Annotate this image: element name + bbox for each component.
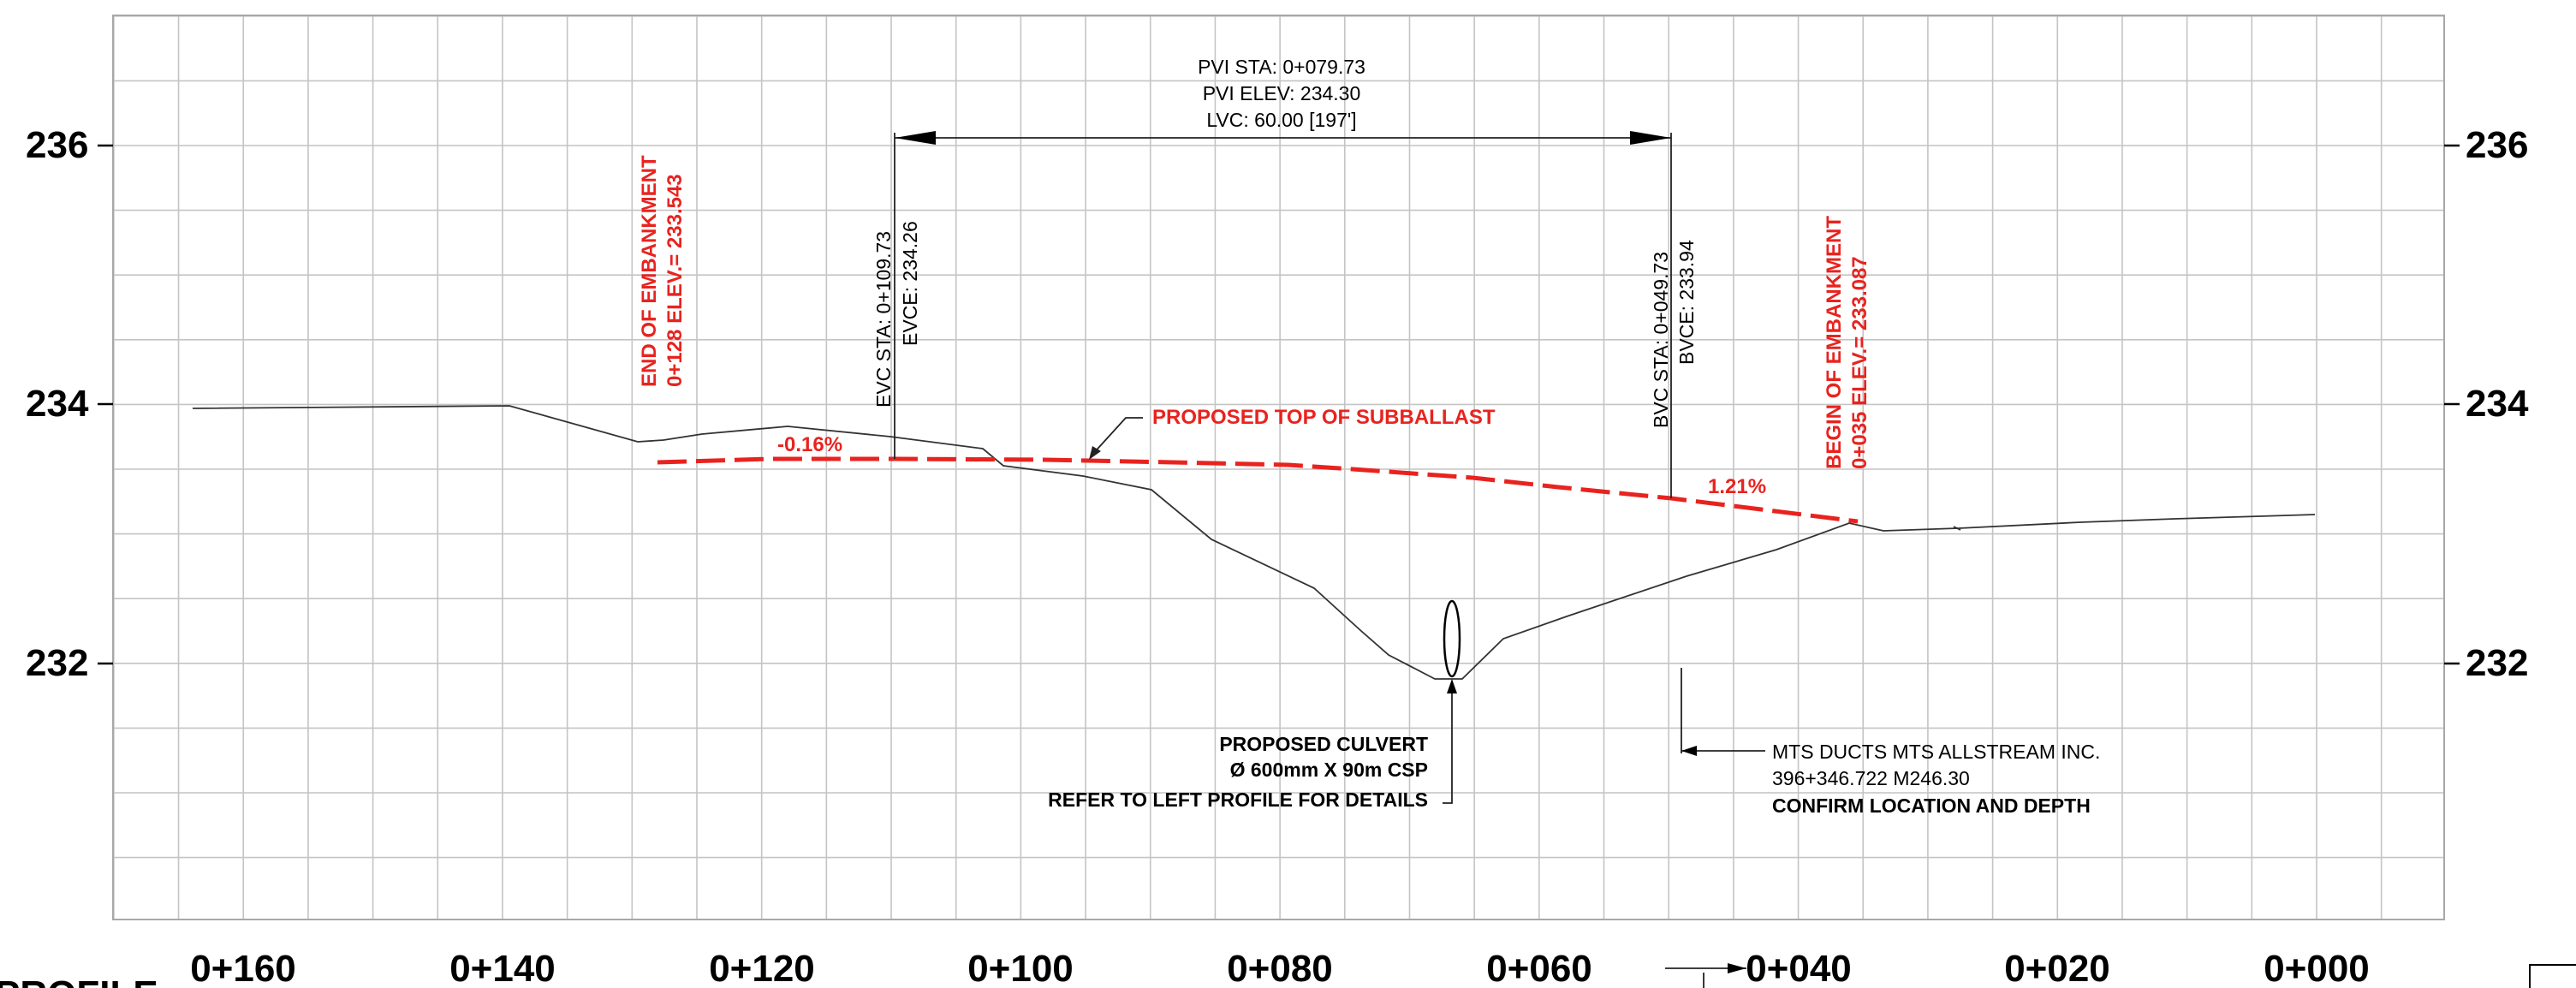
pvi-station-text: PVI STA: 0+079.73 <box>1198 56 1365 78</box>
station-label-0120: 0+120 <box>709 948 815 988</box>
elevation-label-234-left: 234 <box>26 383 89 425</box>
elevation-label-232-left: 232 <box>26 642 88 684</box>
station-label-0020: 0+020 <box>2004 948 2110 988</box>
pvi-elevation-text: PVI ELEV: 234.30 <box>1203 82 1361 104</box>
lvc-text: LVC: 60.00 [197'] <box>1206 109 1356 131</box>
mts-ducts-owner: MTS DUCTS MTS ALLSTREAM INC. <box>1772 741 2100 763</box>
evc-station-text: EVC STA: 0+109.73 <box>872 231 895 408</box>
culvert-section-icon <box>1443 599 1461 678</box>
mts-ducts-note: CONFIRM LOCATION AND DEPTH <box>1772 795 2091 817</box>
elevation-label-236-left: 236 <box>26 124 88 166</box>
profile-grid <box>113 15 2444 920</box>
culvert-reference: REFER TO LEFT PROFILE FOR DETAILS <box>1048 789 1428 811</box>
proposed-label-leader <box>1091 417 1143 456</box>
station-axis: 0+160 0+140 0+120 0+100 0+080 0+060 0+04… <box>190 948 2370 988</box>
elevation-label-236-right: 236 <box>2466 124 2528 166</box>
end-embankment-title: END OF EMBANKMENT <box>638 155 661 387</box>
end-embankment-elevation: 0+128 ELEV.= 233.543 <box>663 174 687 387</box>
station-label-0000: 0+000 <box>2264 948 2370 988</box>
bvc-station-text: BVC STA: 0+049.73 <box>1650 252 1672 428</box>
evc-elevation-text: EVCE: 234.26 <box>899 221 921 346</box>
proposed-top-of-subballast-label: PROPOSED TOP OF SUBBALLAST <box>1152 406 1496 429</box>
title-block-corner <box>2529 964 2576 988</box>
ground-tick <box>1953 526 1961 531</box>
elevation-label-232-right: 232 <box>2466 642 2528 684</box>
lvc-arrow-left <box>895 131 936 145</box>
elevation-label-234-right: 234 <box>2466 383 2529 425</box>
grid-frame <box>112 15 2445 920</box>
culvert-title: PROPOSED CULVERT <box>1219 733 1428 755</box>
lvc-arrow-right <box>1630 131 1671 145</box>
station-label-0040: 0+040 <box>1746 948 1852 988</box>
bvc-elevation-text: BVCE: 233.94 <box>1675 240 1698 365</box>
culvert-size: Ø 600mm X 90m CSP <box>1230 759 1428 781</box>
bottom-dimension-arrow <box>1728 963 1746 973</box>
culvert-leader-arrow <box>1447 679 1457 693</box>
existing-ground-line <box>192 405 2316 680</box>
culvert-leader <box>1443 681 1453 804</box>
station-label-0160: 0+160 <box>190 948 296 988</box>
station-label-0080: 0+080 <box>1227 948 1333 988</box>
mts-ducts-location: 396+346.722 M246.30 <box>1772 767 1970 789</box>
station-label-0060: 0+060 <box>1486 948 1592 988</box>
grade-label-left: -0.16% <box>777 433 842 456</box>
right-elevation-axis: 236 234 232 <box>2444 124 2529 684</box>
mts-ducts-arrow <box>1681 746 1697 756</box>
proposed-top-of-subballast-line <box>657 456 1859 524</box>
proposed-leader-arrow <box>1089 446 1101 460</box>
profile-title-cut: PROFILE <box>0 973 158 988</box>
begin-embankment-title: BEGIN OF EMBANKMENT <box>1823 216 1846 469</box>
station-label-0140: 0+140 <box>449 948 556 988</box>
left-elevation-axis: 236 234 232 <box>26 124 113 684</box>
begin-embankment-elevation: 0+035 ELEV.= 233.087 <box>1848 256 1871 469</box>
grade-label-right: 1.21% <box>1708 475 1766 498</box>
station-label-0100: 0+100 <box>967 948 1074 988</box>
